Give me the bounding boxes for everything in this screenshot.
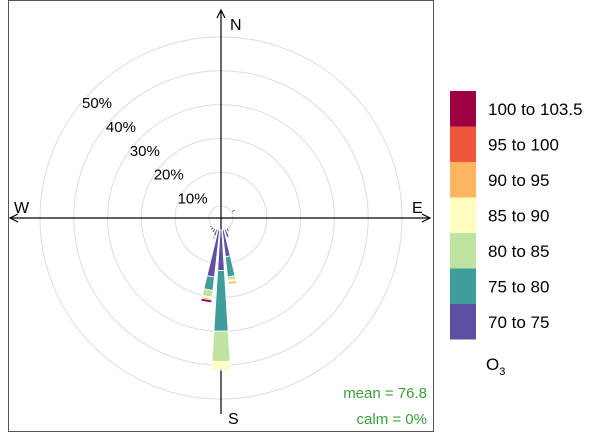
radial-tick-label-50: 50% [82, 95, 112, 112]
legend-label-4: 80 to 85 [488, 242, 549, 261]
bar-segment-180-3 [210, 361, 232, 371]
legend: 100 to 103.5 95 to 100 90 to 95 85 to 90 80 … [450, 91, 583, 340]
north-arrowhead [216, 8, 226, 19]
legend-label-0: 100 to 103.5 [488, 100, 583, 119]
legend-title: O3 [486, 355, 505, 378]
sector-bars [200, 208, 238, 371]
legend-label-3: 85 to 90 [488, 206, 549, 225]
bar-segment-200-5 [211, 236, 216, 240]
south-label: S [228, 411, 239, 428]
radial-tick-label-30: 30% [130, 143, 160, 160]
legend-label-2: 90 to 95 [488, 171, 549, 190]
legend-swatch-0 [450, 91, 476, 127]
west-arrowhead [8, 213, 19, 223]
legend-swatch-1 [450, 126, 476, 162]
calm-label: calm = 0% [357, 411, 427, 428]
legend-swatch-6 [450, 304, 476, 340]
bar-segment-210-0 [211, 227, 217, 234]
legend-label-5: 75 to 80 [488, 277, 549, 296]
legend-title-main: O [486, 355, 499, 374]
legend-title-subscript: 3 [499, 366, 505, 378]
east-label: E [412, 200, 423, 217]
west-label: W [14, 200, 30, 217]
east-arrowhead [421, 213, 432, 223]
bar-segment-60-0 [230, 208, 236, 214]
radial-tick-label-10: 10% [178, 191, 208, 208]
legend-swatch-5 [450, 268, 476, 304]
bar-segment-190-6 [200, 297, 213, 304]
legend-swatch-4 [450, 233, 476, 269]
mean-label: mean = 76.8 [343, 385, 427, 402]
legend-swatch-2 [450, 162, 476, 198]
bar-segment-150-0 [225, 227, 231, 233]
bar-segment-180-2 [211, 330, 231, 362]
legend-label-1: 95 to 100 [488, 135, 559, 154]
legend-swatch-3 [450, 197, 476, 233]
north-label: N [230, 17, 242, 34]
bar-segment-170-4 [227, 280, 238, 285]
radial-tick-label-20: 20% [154, 167, 184, 184]
bar-segment-160-0 [223, 228, 230, 239]
bar-segment-230-0 [208, 224, 213, 229]
legend-label-6: 70 to 75 [488, 313, 549, 332]
bar-segment-70-0 [231, 211, 235, 216]
bar-segment-220-0 [209, 226, 215, 231]
radial-tick-labels: 10% 20% 30% 40% 50% [82, 95, 208, 208]
radial-tick-label-40: 40% [106, 119, 136, 136]
